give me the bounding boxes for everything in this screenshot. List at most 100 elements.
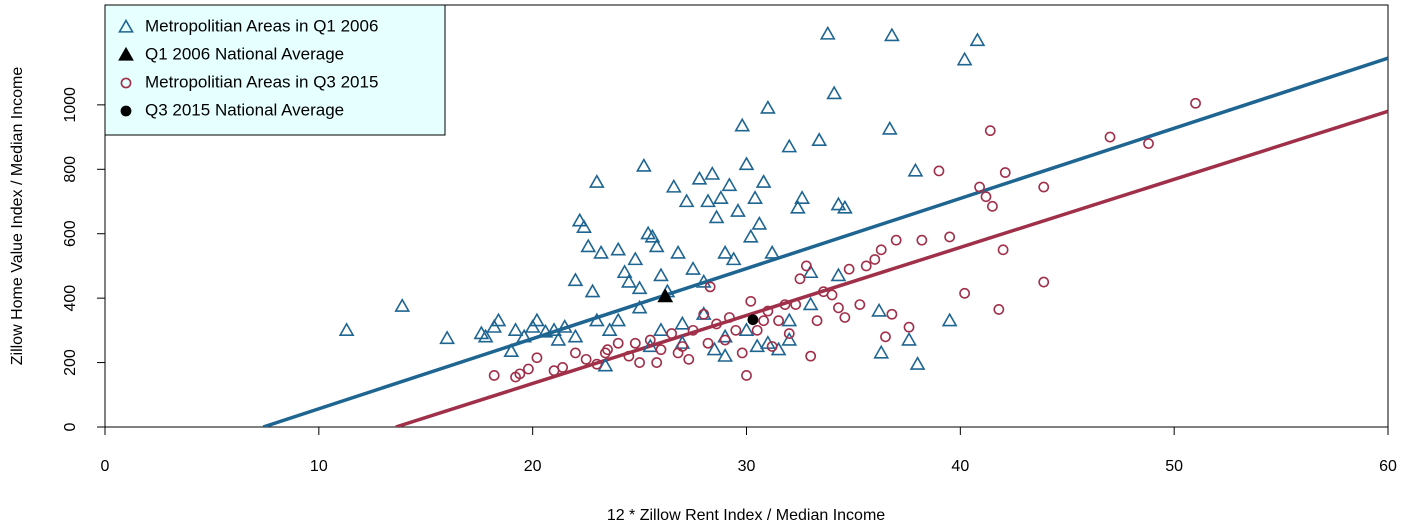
circle-point [698, 308, 710, 320]
triangle-point [819, 25, 836, 40]
circle-point [1038, 276, 1050, 288]
circle-point [997, 244, 1009, 256]
y-tick-label: 200 [62, 349, 79, 376]
triangle-point [706, 341, 723, 356]
triangle-point [830, 267, 847, 282]
triangle-point [956, 51, 973, 66]
triangle-point [695, 273, 712, 288]
triangle-point [635, 157, 652, 172]
triangle-point [556, 319, 573, 333]
triangle-point [700, 193, 716, 208]
triangle-point [665, 178, 682, 193]
x-tick-label: 60 [1379, 458, 1397, 475]
triangle-point [588, 312, 605, 327]
circle-point [811, 315, 823, 327]
circle-point [570, 347, 581, 359]
triangle-point [588, 174, 605, 188]
triangle-point [571, 212, 588, 227]
circle-point [599, 347, 611, 359]
circle-point [826, 289, 838, 301]
triangle-point [712, 190, 729, 204]
circle-point [488, 370, 500, 381]
circle-point [993, 304, 1005, 315]
triangle-point [516, 328, 532, 343]
triangle-point [781, 331, 798, 346]
circle-point [719, 334, 731, 346]
triangle-point [830, 196, 847, 211]
circle-point [531, 352, 543, 364]
triangle-point [755, 174, 772, 188]
circle-point [794, 273, 806, 285]
circle-point [522, 363, 534, 375]
circle-point [1143, 138, 1154, 149]
circle-point [783, 328, 795, 339]
circle-point [651, 357, 663, 368]
triangle-point [781, 312, 798, 327]
triangle-point [969, 32, 986, 47]
circle-point [120, 105, 132, 117]
triangle-point [717, 244, 733, 259]
triangle-point [627, 251, 644, 266]
triangle-point [593, 244, 609, 259]
circle-point [623, 350, 635, 362]
circle-point [704, 281, 716, 293]
circle-point [751, 324, 763, 336]
triangle-point [678, 193, 695, 208]
y-tick-label: 600 [62, 220, 79, 247]
triangle-point [580, 238, 597, 253]
circle-point [557, 362, 569, 373]
circle-point [833, 302, 844, 314]
triangle-point [738, 322, 755, 337]
circle-point [779, 299, 791, 310]
legend-label: Metropolitian Areas in Q1 2006 [145, 16, 378, 35]
circle-point [687, 324, 699, 336]
triangle-point [764, 244, 781, 259]
fit-line [262, 56, 1388, 427]
legend-box [104, 4, 446, 136]
triangle-point [529, 312, 545, 327]
triangle-point [871, 302, 887, 317]
fit-line [395, 109, 1388, 427]
circle-point [800, 260, 812, 272]
triangle-point [704, 166, 721, 180]
circle-point [869, 254, 881, 265]
circle-point [987, 200, 998, 212]
circle-point [580, 353, 592, 365]
triangle-point [734, 117, 751, 132]
triangle-point [717, 348, 733, 362]
circle-point [644, 334, 656, 346]
circle-point [736, 347, 748, 359]
triangle-point [751, 215, 768, 230]
circle-point [903, 321, 915, 333]
triangle-point [576, 219, 592, 233]
triangle-point [901, 331, 917, 346]
triangle-point [749, 338, 766, 353]
circle-point [790, 299, 802, 310]
circle-point [745, 295, 757, 307]
circle-point [999, 167, 1011, 178]
triangle-point [653, 267, 669, 282]
circle-point [741, 370, 752, 381]
x-axis-label: 12 * Zillow Rent Index / Median Income [607, 507, 885, 524]
triangle-point [644, 228, 661, 243]
circle-point [843, 263, 855, 275]
triangle-point [760, 99, 776, 114]
triangle-point [708, 209, 725, 224]
triangle-point [631, 299, 648, 314]
circle-point [1104, 131, 1116, 143]
circle-point [860, 260, 872, 272]
triangle-point [742, 228, 759, 243]
circle-point [880, 331, 891, 343]
triangle-point [616, 264, 633, 279]
circle-point [762, 305, 774, 317]
circle-point [591, 358, 603, 370]
circle-point [612, 337, 624, 349]
circle-point [773, 315, 784, 327]
circle-point [629, 337, 641, 349]
circle-point [944, 231, 956, 243]
y-axis-label: Zillow Home Value Index / Median Income [9, 67, 26, 366]
triangle-point [653, 322, 669, 337]
triangle-point [503, 343, 520, 357]
